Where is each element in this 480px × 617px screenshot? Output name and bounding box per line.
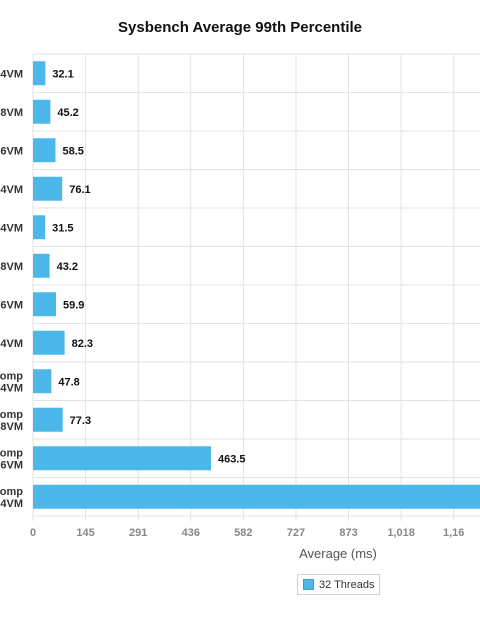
x-axis-title: Average (ms) xyxy=(299,546,377,561)
category-label: 6VM xyxy=(0,459,23,471)
category-label: omp xyxy=(0,370,23,382)
x-tick-label: 145 xyxy=(76,527,94,539)
category-label: 6VM xyxy=(0,145,23,157)
category-label: 4VM xyxy=(0,498,23,510)
category-label: 4VM xyxy=(0,68,23,80)
bar[interactable] xyxy=(33,61,46,86)
bar[interactable] xyxy=(33,176,63,201)
x-tick-label: 291 xyxy=(129,527,147,539)
value-label: 82.3 xyxy=(72,338,93,350)
bars xyxy=(33,61,480,509)
category-label: 8VM xyxy=(0,107,23,119)
category-label: 8VM xyxy=(0,421,23,433)
bar[interactable] xyxy=(33,407,63,432)
category-label: omp xyxy=(0,409,23,421)
x-tick-labels: 0 145 291 436 582 727 873 1,018 1,16 xyxy=(30,527,464,539)
bar[interactable] xyxy=(33,138,56,163)
value-labels: 32.1 45.2 58.5 76.1 31.5 43.2 59.9 82.3 47.8 77.3… xyxy=(52,68,245,465)
value-label: 463.5 xyxy=(218,453,246,465)
value-label: 43.2 xyxy=(57,261,78,273)
category-label: omp xyxy=(0,447,23,459)
category-label: omp xyxy=(0,486,23,498)
bar[interactable] xyxy=(33,369,52,394)
bar[interactable] xyxy=(33,446,211,471)
x-tick-label: 436 xyxy=(182,527,200,539)
value-label: 32.1 xyxy=(52,68,73,80)
category-label: 4VM xyxy=(0,184,23,196)
x-tick-label: 1,018 xyxy=(387,527,415,539)
legend-swatch xyxy=(303,579,314,590)
x-tick-label: 582 xyxy=(234,527,252,539)
x-tick-label: 873 xyxy=(339,527,357,539)
category-label: 4VM xyxy=(0,222,23,234)
bar[interactable] xyxy=(33,253,50,278)
category-label: 8VM xyxy=(0,261,23,273)
category-label: 6VM xyxy=(0,299,23,311)
value-label: 45.2 xyxy=(57,107,78,119)
x-tick-label: 0 xyxy=(30,527,36,539)
bar[interactable] xyxy=(33,99,51,124)
value-label: 58.5 xyxy=(62,145,83,157)
category-label: 4VM xyxy=(0,338,23,350)
bar[interactable] xyxy=(33,215,46,240)
category-label: 4VM xyxy=(0,382,23,394)
legend-label: 32 Threads xyxy=(319,578,375,591)
legend[interactable]: 32 Threads xyxy=(297,574,380,595)
value-label: 59.9 xyxy=(63,299,84,311)
bar[interactable] xyxy=(33,484,480,509)
category-labels: 4VM8VM6VM4VM4VM8VM6VM4VMomp4VMomp8VMomp6… xyxy=(0,68,23,510)
value-label: 77.3 xyxy=(70,415,91,427)
bar[interactable] xyxy=(33,292,57,317)
chart-title: Sysbench Average 99th Percentile xyxy=(118,19,362,36)
grid-lines xyxy=(32,53,480,521)
bar[interactable] xyxy=(33,330,65,355)
value-label: 47.8 xyxy=(58,376,79,388)
x-tick-label: 1,16 xyxy=(443,527,464,539)
value-label: 31.5 xyxy=(52,222,73,234)
value-label: 76.1 xyxy=(69,184,90,196)
x-tick-label: 727 xyxy=(287,527,305,539)
